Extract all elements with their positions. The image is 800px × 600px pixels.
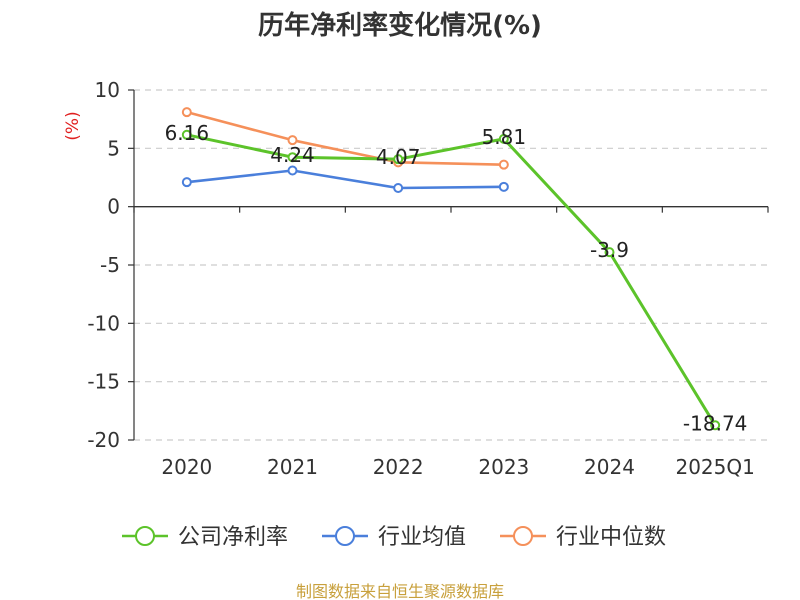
- y-axis-unit: (%): [63, 111, 83, 140]
- y-tick-label: -15: [87, 370, 120, 394]
- y-tick-label: -5: [100, 253, 120, 277]
- chart-title: 历年净利率变化情况(%): [258, 10, 542, 41]
- data-point[interactable]: [498, 181, 509, 192]
- axes: 10 5 0 -5 -10 -15 -20 2020 2021 2022 2023 2024 2025Q…: [87, 78, 769, 479]
- legend-label: 行业中位数: [556, 525, 666, 550]
- data-labels: 6.16 4.24 4.07 5.81 -3.9 -18.74: [165, 121, 748, 435]
- data-label: 4.24: [270, 143, 315, 167]
- legend-label: 行业均值: [378, 525, 466, 550]
- data-label: -3.9: [590, 238, 629, 262]
- data-point[interactable]: [181, 129, 192, 140]
- data-label: 6.16: [165, 121, 210, 145]
- data-label: 5.81: [482, 125, 527, 149]
- data-point[interactable]: [604, 247, 615, 258]
- series-1: [181, 165, 509, 193]
- legend-marker-icon: [335, 526, 355, 546]
- x-tick-label: 2021: [267, 455, 318, 479]
- data-point[interactable]: [287, 135, 298, 146]
- y-tick-label: -20: [87, 428, 120, 452]
- legend-marker-icon: [135, 526, 155, 546]
- x-tick-label: 2025Q1: [675, 455, 754, 479]
- x-tick-label: 2020: [161, 455, 212, 479]
- data-point[interactable]: [710, 420, 721, 431]
- data-point[interactable]: [393, 183, 404, 193]
- x-tick-label: 2024: [584, 455, 635, 479]
- legend-item-0[interactable]: 公司净利率: [122, 525, 288, 550]
- series-line: [186, 169, 504, 190]
- x-tick-label: 2022: [373, 455, 424, 479]
- data-point[interactable]: [393, 154, 404, 165]
- series-line: [186, 133, 717, 427]
- data-point[interactable]: [287, 152, 298, 163]
- legend-marker-icon: [513, 526, 533, 546]
- y-tick-label: 10: [95, 78, 120, 102]
- data-point[interactable]: [498, 159, 509, 170]
- data-label: 4.07: [376, 145, 421, 169]
- legend-label: 公司净利率: [178, 525, 288, 550]
- series-layer: [181, 107, 721, 431]
- y-tick-label: 0: [107, 195, 120, 219]
- data-point[interactable]: [498, 133, 509, 144]
- data-point[interactable]: [181, 107, 192, 118]
- series-line: [186, 110, 504, 166]
- legend-item-1[interactable]: 行业均值: [322, 525, 466, 550]
- data-point[interactable]: [287, 165, 298, 176]
- data-label: -18.74: [683, 411, 747, 435]
- legend: 公司净利率 行业均值 行业中位数: [122, 525, 666, 550]
- y-tick-label: -10: [87, 311, 120, 335]
- x-tick-label: 2023: [478, 455, 529, 479]
- data-source-note: 制图数据来自恒生聚源数据库: [296, 582, 504, 600]
- series-0: [181, 129, 721, 431]
- data-point[interactable]: [181, 177, 192, 188]
- legend-item-2[interactable]: 行业中位数: [500, 525, 666, 550]
- y-tick-label: 5: [107, 136, 120, 160]
- grid-lines: [134, 89, 768, 441]
